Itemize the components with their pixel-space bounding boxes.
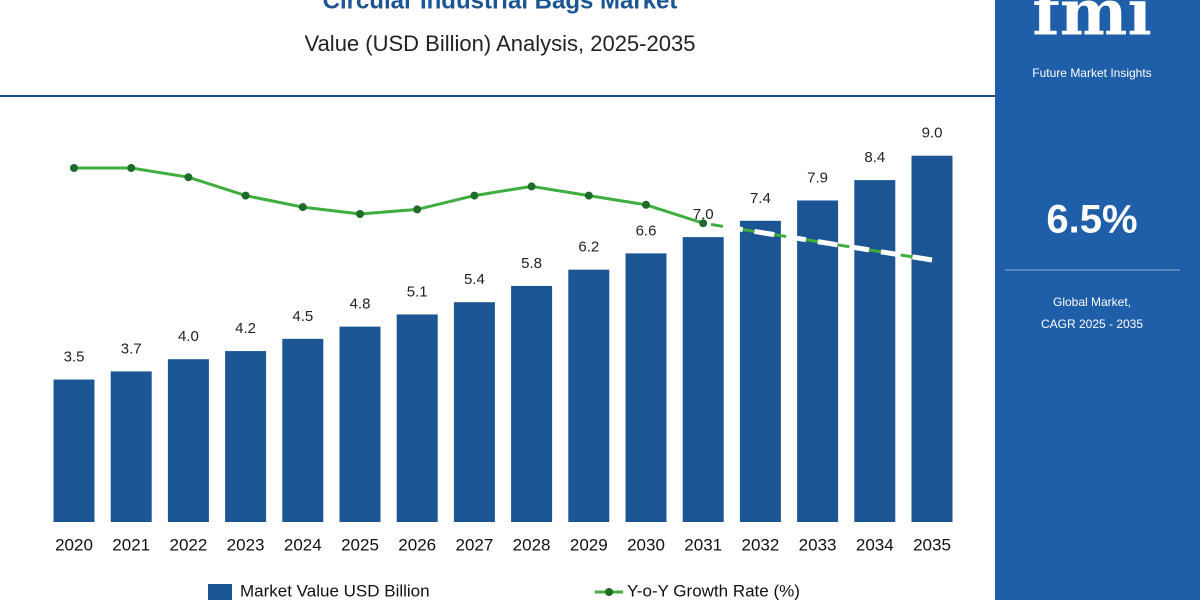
logo: fmi	[1032, 0, 1152, 51]
x-tick-label: 2020	[55, 535, 93, 554]
bar	[682, 237, 724, 522]
x-tick-label: 2032	[741, 535, 779, 554]
x-tick-label: 2028	[513, 535, 551, 554]
legend-swatch	[605, 588, 613, 596]
x-tick-label: 2022	[169, 535, 207, 554]
marker	[413, 205, 422, 214]
x-tick-label: 2031	[684, 535, 722, 554]
value-label: 5.1	[407, 283, 428, 300]
value-label: 4.0	[178, 328, 199, 345]
value-label: 5.4	[464, 271, 485, 288]
cagr-label: CAGR 2025 - 2035	[1041, 317, 1143, 331]
bar	[167, 359, 209, 522]
marker	[527, 182, 536, 191]
marker	[642, 200, 650, 209]
bar	[625, 253, 667, 522]
bar	[568, 269, 610, 522]
legend-label: Y-o-Y Growth Rate (%)	[627, 581, 800, 600]
chart-title: Circular Industrial Bags Market	[323, 0, 678, 14]
logo-caption: Future Market Insights	[1032, 66, 1151, 80]
legend-swatch	[208, 584, 232, 600]
value-label: 8.4	[864, 149, 885, 166]
x-tick-label: 2027	[455, 535, 493, 554]
x-tick-label: 2029	[570, 535, 608, 554]
x-tick-label: 2034	[856, 535, 894, 554]
marker	[70, 164, 78, 172]
marker	[184, 173, 193, 182]
cagr-value: 6.5%	[1046, 198, 1137, 242]
bar	[53, 379, 95, 522]
value-label: 9.0	[922, 125, 943, 142]
bar	[396, 314, 438, 522]
value-label: 4.8	[350, 296, 371, 313]
bar	[282, 338, 324, 522]
x-tick-label: 2025	[341, 535, 379, 554]
marker	[356, 210, 364, 218]
bar	[339, 326, 381, 522]
bar	[797, 200, 839, 522]
marker	[241, 191, 250, 200]
marker	[584, 191, 593, 200]
marker	[298, 203, 307, 212]
x-tick-label: 2033	[799, 535, 837, 554]
value-label: 7.0	[693, 206, 714, 223]
bar	[110, 371, 152, 522]
cagr-label: Global Market,	[1053, 295, 1131, 309]
x-tick-label: 2021	[112, 535, 150, 554]
x-tick-label: 2026	[398, 535, 436, 554]
chart-subtitle: Value (USD Billion) Analysis, 2025-2035	[305, 31, 696, 56]
value-label: 3.7	[121, 340, 142, 357]
marker	[699, 219, 708, 228]
x-tick-label: 2024	[284, 535, 322, 554]
forecast-gaps	[702, 220, 933, 263]
value-label: 4.5	[292, 308, 313, 325]
marker	[470, 191, 479, 200]
value-label: 7.9	[807, 169, 828, 186]
value-label: 5.8	[521, 255, 542, 272]
value-label: 4.2	[235, 320, 256, 337]
bar	[854, 180, 896, 522]
marker	[127, 164, 136, 172]
bar	[911, 155, 953, 522]
legend-label: Market Value USD Billion	[240, 581, 430, 600]
x-tick-label: 2023	[227, 535, 265, 554]
bar	[739, 220, 781, 522]
value-label: 7.4	[750, 190, 771, 207]
bar	[511, 285, 553, 522]
value-label: 3.5	[64, 349, 85, 366]
x-tick-label: 2030	[627, 535, 665, 554]
sidebar-panel	[995, 0, 1200, 600]
value-label: 6.2	[578, 239, 599, 256]
bar	[225, 351, 267, 522]
x-tick-label: 2035	[913, 535, 951, 554]
bar	[453, 302, 495, 522]
value-label: 6.6	[636, 222, 657, 239]
